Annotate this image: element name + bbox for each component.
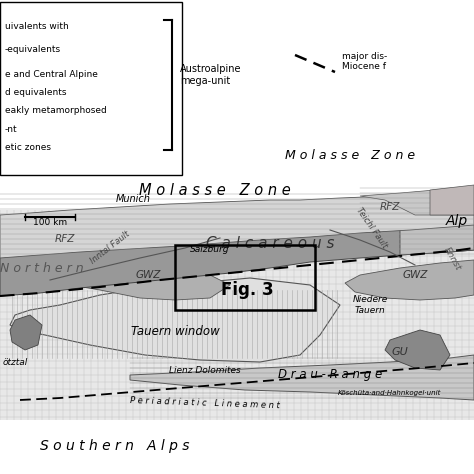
Text: N o r t h e r n: N o r t h e r n [0, 262, 83, 274]
Polygon shape [360, 186, 474, 215]
Text: RFZ: RFZ [55, 234, 75, 244]
Polygon shape [430, 185, 474, 215]
Text: -equivalents: -equivalents [5, 45, 61, 54]
Text: GWZ: GWZ [135, 270, 161, 280]
Text: C a l c a r e o u s: C a l c a r e o u s [206, 236, 334, 251]
Text: Salzburg: Salzburg [190, 245, 230, 254]
Polygon shape [10, 278, 340, 362]
Bar [0, 2, 182, 175]
Text: GU: GU [392, 347, 409, 357]
Polygon shape [130, 355, 474, 400]
Polygon shape [400, 205, 474, 255]
Text: Lienz Dolomites: Lienz Dolomites [169, 366, 241, 375]
Text: S o u t h e r n   A l p s: S o u t h e r n A l p s [40, 439, 190, 453]
Bar [0, 0, 474, 210]
Text: 100 km: 100 km [33, 218, 67, 227]
Text: major dis-
Miocene f: major dis- Miocene f [342, 52, 387, 72]
Text: M o l a s s e   Z o n e: M o l a s s e Z o n e [285, 148, 415, 162]
Polygon shape [385, 330, 450, 370]
Polygon shape [0, 207, 474, 296]
Text: Niedere
Tauern: Niedere Tauern [352, 295, 388, 315]
Text: uivalents with: uivalents with [5, 22, 69, 31]
Text: etic zones: etic zones [5, 143, 51, 152]
Text: Ennst: Ennst [442, 246, 462, 272]
Text: Tauern window: Tauern window [131, 325, 219, 338]
Text: ötztal: ötztal [3, 358, 28, 367]
Text: Munich: Munich [116, 194, 150, 204]
Text: D r a u - R a n g e: D r a u - R a n g e [278, 368, 382, 381]
Text: Teichl Fault: Teichl Fault [355, 206, 389, 250]
Text: Fig. 3: Fig. 3 [221, 281, 273, 299]
Text: GWZ: GWZ [402, 270, 428, 280]
Polygon shape [0, 170, 474, 474]
Text: Alp: Alp [446, 214, 468, 228]
Text: Köschüta·and·Hahnkogel·unit: Köschüta·and·Hahnkogel·unit [338, 390, 442, 396]
Bar [175, 245, 315, 310]
Polygon shape [0, 420, 474, 474]
Text: M o l a s s e   Z o n e: M o l a s s e Z o n e [139, 182, 291, 198]
Polygon shape [345, 260, 474, 300]
Polygon shape [10, 315, 42, 350]
Text: RFZ: RFZ [380, 202, 400, 212]
Text: d equivalents: d equivalents [5, 88, 66, 97]
Text: P e r i a d r i a t i c   L i n e a m e n t: P e r i a d r i a t i c L i n e a m e n … [130, 396, 280, 410]
Polygon shape [50, 268, 230, 300]
Text: e and Central Alpine: e and Central Alpine [5, 70, 98, 79]
Text: -nt: -nt [5, 125, 18, 134]
Text: Inntal Fault: Inntal Fault [89, 230, 131, 266]
Polygon shape [0, 192, 474, 258]
Text: Austroalpine
mega-unit: Austroalpine mega-unit [180, 64, 241, 86]
Text: eakly metamorphosed: eakly metamorphosed [5, 106, 107, 115]
